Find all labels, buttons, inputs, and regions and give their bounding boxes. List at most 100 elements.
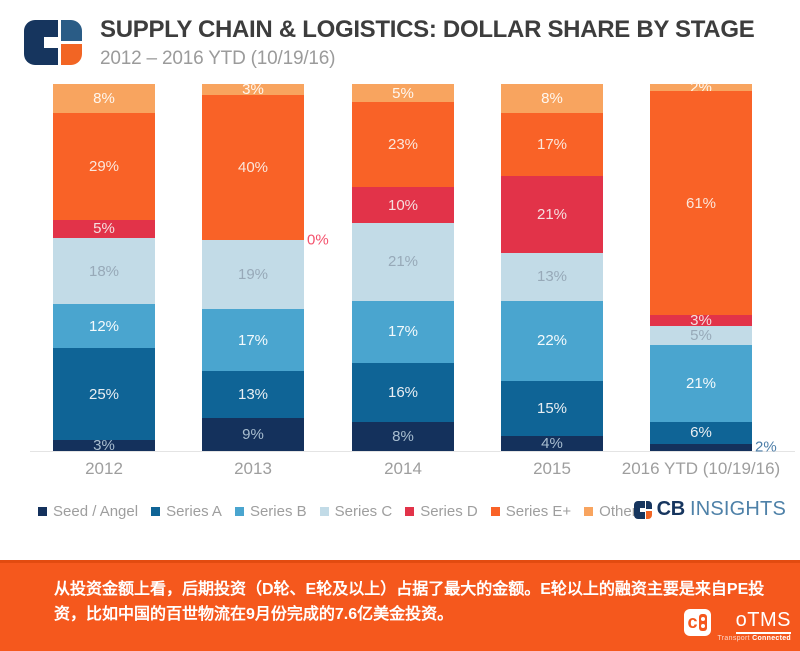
segment-value-label: 21% [387,253,419,271]
otms-logo: c oTMS Transport Connected [684,609,791,644]
bar-segment: 6% [650,421,752,444]
segment-value-label: 40% [237,159,269,177]
bar-segment: 3% [53,436,155,454]
legend-item-series-b: Series B [234,503,307,520]
bar-2014: 5% 23% 10% 21% 17% 16% 8% [352,84,454,451]
bar-segment: 17% [202,309,304,372]
segment-value-label: 13% [237,386,269,404]
segment-value-label: 8% [93,90,115,108]
logo-top-square [61,20,82,41]
x-axis-line [30,451,795,452]
bar-segment: 13% [501,252,603,301]
legend-swatch [319,507,329,516]
segment-value-label: 17% [536,136,568,154]
otms-text: oTMS Transport Connected [717,609,791,644]
bar-2015: 8% 17% 21% 13% 22% 15% 4% [501,84,603,451]
legend-item-series-c: Series C [319,503,393,520]
x-axis-label: 2016 YTD (10/19/16) [621,459,781,478]
otms-tagline-light: Transport [717,635,753,642]
legend-label: Series D [420,503,478,520]
segment-value-label: 29% [88,158,120,176]
segment-value-label: 16% [387,383,419,401]
bar-segment: 19% [202,240,304,310]
segment-value-label: 8% [541,90,563,108]
bar-segment: 2% [650,80,752,95]
segment-value-label: 25% [88,385,120,403]
legend-item-other: Other [584,503,637,520]
bar-segment: 5% [352,84,454,103]
logo-notch [44,37,58,48]
segment-value-label: 5% [392,84,414,102]
bar-segment: 5% [53,219,155,239]
segment-value-label: 5% [690,326,712,344]
legend-item-seed-angel: Seed / Angel [38,503,138,520]
otms-icon-bar [699,614,708,631]
x-axis-label: 2012 [85,459,123,478]
cbinsights-mini-icon [633,500,652,519]
otms-icon-dot [701,617,706,621]
bar-segment: 3% [650,313,752,328]
page-title: SUPPLY CHAIN & LOGISTICS: DOLLAR SHARE B… [100,16,755,43]
otms-icon: c [684,609,712,636]
legend-label: Seed / Angel [53,503,139,520]
mini-icon-notch [639,507,645,512]
bar-segment: 5% [650,326,752,345]
segment-value-label: 4% [541,435,563,453]
legend-item-series-e-: Series E+ [490,503,571,520]
commentary-text: 从投资金额上看，后期投资（D轮、E轮及以上）占据了最大的金额。E轮以上的融资主要… [54,581,765,623]
bar-segment: 16% [352,362,454,422]
segment-value-label: 17% [387,323,419,341]
cbinsights-logo-icon [24,20,82,65]
bar-segment: 9% [202,418,304,451]
legend-label: Series C [334,503,393,520]
segment-value-label: 61% [685,194,717,212]
bar-segment: 8% [501,84,603,114]
bar-segment: 22% [501,300,603,382]
x-axis-label: 2014 [384,459,422,478]
bar-segment: 8% [352,421,454,451]
otms-icon-dot [701,624,706,628]
bar-segment [650,443,752,451]
otms-wordmark: oTMS [735,609,791,634]
bar-segment: 21% [352,223,454,301]
bar-segment: 25% [53,348,155,440]
legend-item-series-a: Series A [151,503,222,520]
mini-icon-top [645,500,652,509]
legend-label: Other [599,503,637,520]
segment-value-label: 18% [88,262,120,280]
bar-segment: 8% [53,84,155,114]
segment-value-label: 3% [242,80,264,98]
bar-segment: 12% [53,304,155,349]
mini-icon-left [633,500,645,519]
segment-value-label: 21% [685,374,717,392]
segment-value-label: 3% [93,436,115,454]
legend-swatch [234,507,244,516]
bar-segment: 61% [650,91,752,316]
outside-value-annotation: 2% [755,438,777,456]
segment-value-label: 15% [536,400,568,418]
legend-label: Series B [249,503,307,520]
bar-segment: 10% [352,186,454,224]
segment-value-label: 17% [237,331,269,349]
bar-segment: 13% [202,371,304,419]
bar-segment: 4% [501,436,603,451]
bar-segment: 40% [202,94,304,241]
segment-value-label: 23% [387,136,419,154]
cbinsights-wordmark: CB INSIGHTS [633,498,786,521]
bar-segment: 23% [352,102,454,187]
legend-item-series-d: Series D [405,503,478,520]
legend-swatch [38,507,47,516]
cbinsights-insights-text: INSIGHTS [689,498,786,520]
bar-segment: 29% [53,113,155,220]
bar-segment: 17% [352,300,454,363]
segment-value-label: 12% [88,317,120,335]
segment-value-label: 6% [690,424,712,442]
segment-value-label: 5% [93,220,115,238]
bar-2016 YTD (10/19/16): 2% 61% 3% 5% 21% 6% [650,80,752,451]
commentary-banner: 从投资金额上看，后期投资（D轮、E轮及以上）占据了最大的金额。E轮以上的融资主要… [0,560,800,651]
segment-value-label: 19% [237,266,269,284]
mini-icon-bottom [645,510,652,519]
segment-value-label: 9% [242,426,264,444]
legend-swatch [490,507,500,516]
